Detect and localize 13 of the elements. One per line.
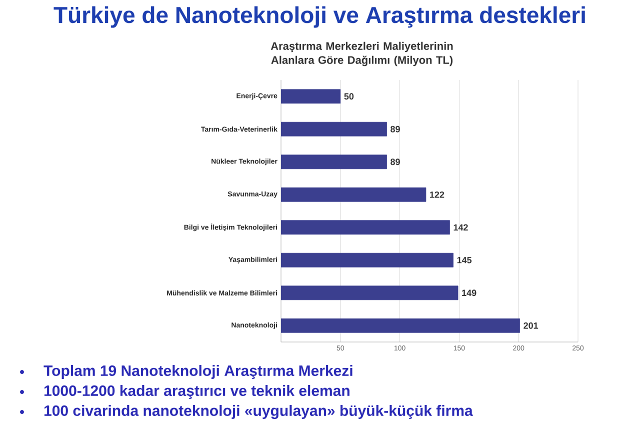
data-label: 89 [390, 126, 400, 132]
chart-title: Türkiye de Nanoteknoloji ve Araştırma destekleri [54, 6, 585, 28]
text: 1000-1200 kadar araştırıcı ve teknik eleman [44, 385, 350, 399]
data-label: 201 [524, 322, 538, 329]
text: Toplam 19 Nanoteknoloji Araştırma Merkezi [44, 365, 352, 379]
data-label: 149 [462, 290, 476, 296]
data-label: 89 [390, 158, 400, 166]
data-label: 50 [344, 93, 354, 100]
data-label: 122 [430, 191, 444, 198]
data-label: 145 [457, 256, 472, 264]
text: 100 civarinda nanoteknoloji «uygulayan» büyük-küçük firma [44, 404, 473, 420]
chart-subtitle: Araştırma Merkezleri Maliyetlerinin Alanlara Göre Dağılımı (Milyon TL) [270, 42, 453, 66]
data-label: 142 [454, 224, 468, 231]
